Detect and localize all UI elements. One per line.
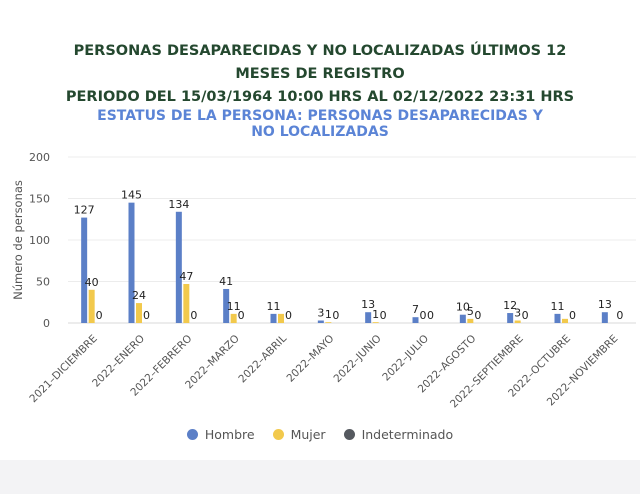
bar-hombre[interactable]: [223, 288, 230, 323]
chart-subtitle-status: ESTATUS DE LA PERSONA: PERSONAS DESAPARE…: [97, 108, 543, 140]
data-label-hombre: 11: [267, 300, 281, 313]
legend-label-indeterminado: Indeterminado: [361, 427, 454, 442]
legend-dot-mujer: [272, 429, 284, 440]
legend-dot-indeterminado: [343, 429, 355, 440]
bars: [81, 202, 608, 323]
bar-mujer[interactable]: [514, 320, 521, 323]
bar-mujer[interactable]: [372, 322, 379, 323]
data-label-hombre: 7: [412, 303, 419, 316]
data-label-hombre: 41: [219, 275, 233, 288]
x-tick-label: 2022–JULIO: [380, 333, 431, 384]
y-tick-label: 100: [29, 234, 50, 247]
y-tick-label: 200: [29, 151, 50, 164]
bar-hombre[interactable]: [601, 312, 608, 323]
data-label-hombre: 3: [317, 307, 324, 320]
legend: Hombre Mujer Indeterminado: [0, 427, 640, 442]
legend-label-hombre: Hombre: [204, 427, 255, 442]
bar-mujer[interactable]: [136, 303, 142, 323]
bar-mujer[interactable]: [325, 322, 332, 323]
data-label-hombre: 13: [598, 298, 612, 311]
bar-hombre[interactable]: [459, 314, 466, 323]
data-label-mujer: 40: [85, 276, 99, 289]
x-tick-label: 2022–MAYO: [284, 333, 336, 385]
data-label-indeterminado: 0: [474, 309, 481, 322]
y-tick-label: 150: [29, 193, 50, 206]
x-tick-label: 2021–DICIEMBRE: [27, 333, 99, 405]
data-label-hombre: 12: [503, 299, 517, 312]
bar-hombre[interactable]: [270, 313, 277, 323]
data-label-hombre: 145: [121, 189, 142, 202]
bar-mujer[interactable]: [88, 289, 95, 323]
data-label-indeterminado: 0: [427, 309, 434, 322]
x-tick-label: 2022–JUNIO: [331, 333, 383, 385]
bar-hombre[interactable]: [81, 217, 88, 323]
x-tick-label: 2022–ABRIL: [236, 333, 289, 386]
bar-mujer[interactable]: [562, 318, 568, 323]
bar-mujer[interactable]: [230, 313, 237, 323]
chart-panel: [0, 0, 640, 460]
y-tick-label: 0: [43, 317, 50, 330]
data-label-hombre: 13: [361, 298, 375, 311]
x-axis-ticks: 2021–DICIEMBRE2022–ENERO2022–FEBRERO2022…: [27, 333, 620, 411]
bottom-band: [0, 460, 640, 494]
legend-label-mujer: Mujer: [290, 427, 326, 442]
bar-hombre[interactable]: [317, 320, 324, 323]
data-label-indeterminado: 0: [285, 309, 292, 322]
chart-titles: PERSONAS DESAPARECIDAS Y NO LOCALIZADAS …: [0, 40, 640, 140]
bar-mujer[interactable]: [467, 318, 474, 323]
bar-hombre[interactable]: [412, 317, 419, 323]
data-label-mujer: 5: [467, 305, 474, 318]
bar-hombre[interactable]: [175, 211, 182, 323]
legend-item-indeterminado[interactable]: Indeterminado: [343, 427, 454, 442]
grid-lines: [68, 156, 636, 324]
data-label-indeterminado: 0: [616, 309, 623, 322]
data-label-mujer: 47: [179, 270, 193, 283]
y-axis-label: Número de personas: [11, 180, 25, 300]
data-label-indeterminado: 0: [143, 309, 150, 322]
bar-hombre[interactable]: [128, 202, 135, 323]
data-label-hombre: 134: [168, 198, 189, 211]
bar-mujer[interactable]: [183, 283, 190, 323]
data-label-mujer: 1: [325, 308, 332, 321]
data-label-indeterminado: 0: [332, 309, 339, 322]
data-label-hombre: 10: [456, 301, 470, 314]
bar-mujer[interactable]: [278, 313, 284, 323]
legend-item-mujer[interactable]: Mujer: [272, 427, 326, 442]
legend-item-hombre[interactable]: Hombre: [186, 427, 255, 442]
y-tick-label: 50: [36, 276, 50, 289]
data-label-indeterminado: 0: [569, 309, 576, 322]
data-label-mujer: 11: [227, 300, 241, 313]
data-label-indeterminado: 0: [522, 309, 529, 322]
data-label-indeterminado: 0: [190, 309, 197, 322]
data-label-mujer: 3: [514, 307, 521, 320]
data-label-mujer: 24: [132, 289, 146, 302]
data-label-indeterminado: 0: [96, 309, 103, 322]
y-axis-ticks: 0 50 100 150 200: [29, 151, 50, 330]
data-label-mujer: 0: [420, 309, 427, 322]
data-label-hombre: 127: [74, 204, 95, 217]
data-label-mujer: 1: [372, 308, 379, 321]
data-label-indeterminado: 0: [380, 309, 387, 322]
chart-subtitle-period: PERIODO DEL 15/03/1964 10:00 HRS AL 02/1…: [65, 89, 575, 105]
bar-hombre[interactable]: [365, 312, 372, 323]
legend-dot-hombre: [186, 429, 198, 440]
data-label-hombre: 11: [551, 300, 565, 313]
data-label-indeterminado: 0: [238, 309, 245, 322]
bar-hombre[interactable]: [554, 313, 561, 323]
bar-hombre[interactable]: [507, 313, 514, 323]
chart-title: PERSONAS DESAPARECIDAS Y NO LOCALIZADAS …: [73, 43, 567, 82]
